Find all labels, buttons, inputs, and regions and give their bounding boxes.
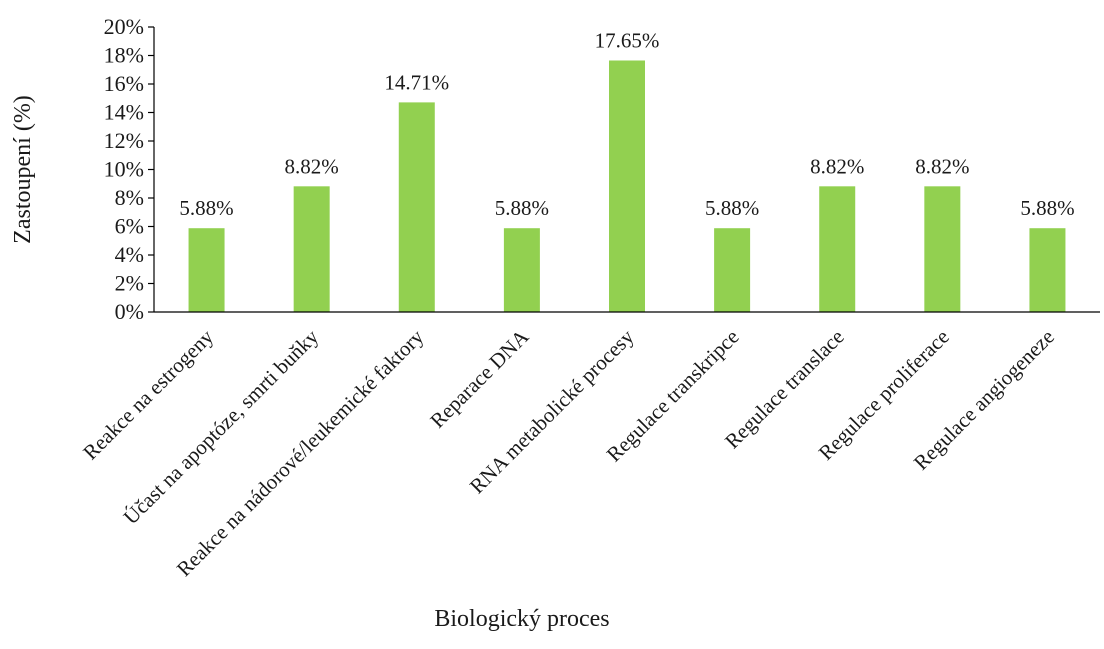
bars [188, 60, 1066, 312]
y-tick-label: 2% [115, 271, 144, 296]
bar-data-label: 14.71% [384, 70, 449, 94]
bar-data-label: 5.88% [1020, 196, 1074, 220]
y-tick-label: 4% [115, 242, 144, 267]
x-category-label: Reparace DNA [425, 324, 534, 433]
bar-data-label: 5.88% [179, 196, 233, 220]
y-axis-title: Zastoupení (%) [10, 95, 36, 244]
bar [398, 102, 435, 312]
bar-data-label: 5.88% [705, 196, 759, 220]
y-tick-label: 0% [115, 299, 144, 324]
y-tick-label: 20% [104, 14, 144, 39]
y-tick-label: 6% [115, 214, 144, 239]
bar [503, 228, 540, 312]
bar [924, 186, 961, 312]
y-tick-label: 10% [104, 157, 144, 182]
bar [293, 186, 330, 312]
y-axis-ticks: 0% 2% 4% 6% 8% 10% 12% 14% 16% 18% 20% [104, 14, 154, 324]
x-category-label: Účast na apoptóze, smrti buňky [119, 324, 324, 529]
bar [819, 186, 856, 312]
bar [714, 228, 751, 312]
y-tick-label: 16% [104, 71, 144, 96]
data-labels: 5.88% 8.82% 14.71% 5.88% 17.65% 5.88% 8.82% 8.8… [179, 28, 1074, 220]
y-tick-label: 12% [104, 128, 144, 153]
bar-data-label: 8.82% [915, 154, 969, 178]
bar-data-label: 17.65% [595, 28, 660, 52]
bar [188, 228, 225, 312]
y-tick-label: 14% [104, 100, 144, 125]
bar-data-label: 5.88% [495, 196, 549, 220]
x-axis-title: Biologický proces [434, 606, 609, 632]
bar [609, 60, 645, 312]
bar-data-label: 8.82% [810, 154, 864, 178]
bar-data-label: 8.82% [285, 154, 339, 178]
y-tick-label: 8% [115, 185, 144, 210]
bar [1029, 228, 1066, 312]
y-tick-label: 18% [104, 43, 144, 68]
